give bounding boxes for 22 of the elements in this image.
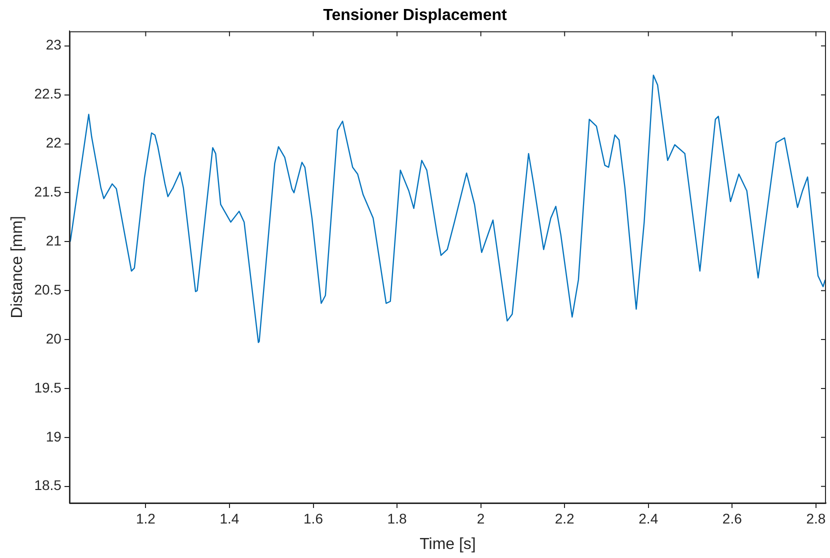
y-tick-label: 22.5 — [34, 86, 62, 102]
x-tick-label: 2 — [476, 510, 485, 526]
y-tick-label: 21.5 — [34, 184, 62, 200]
chart-title: Tensioner Displacement — [323, 7, 508, 24]
y-tick-label: 23 — [46, 36, 62, 53]
y-tick-label: 20.5 — [34, 281, 62, 298]
y-tick-label: 20 — [46, 330, 62, 346]
x-tick-label: 1.2 — [136, 510, 156, 526]
x-tick-label: 2.4 — [638, 510, 658, 526]
y-tick-label: 19.5 — [34, 379, 62, 396]
y-tick-label: 18.5 — [34, 477, 62, 494]
y-tick-label: 21 — [46, 232, 62, 249]
y-tick-label: 19 — [46, 428, 62, 444]
x-axis-title: Time [s] — [420, 536, 476, 553]
x-tick-label: 2.6 — [722, 510, 742, 526]
y-axis-title: Distance [mm] — [9, 216, 26, 318]
x-tick-label: 1.6 — [304, 510, 324, 526]
y-tick-label: 22 — [46, 134, 62, 151]
x-tick-label: 2.8 — [806, 510, 826, 526]
x-tick-label: 1.4 — [220, 510, 240, 526]
x-tick-label: 2.2 — [554, 510, 575, 526]
x-tick-label: 1.8 — [387, 510, 407, 526]
